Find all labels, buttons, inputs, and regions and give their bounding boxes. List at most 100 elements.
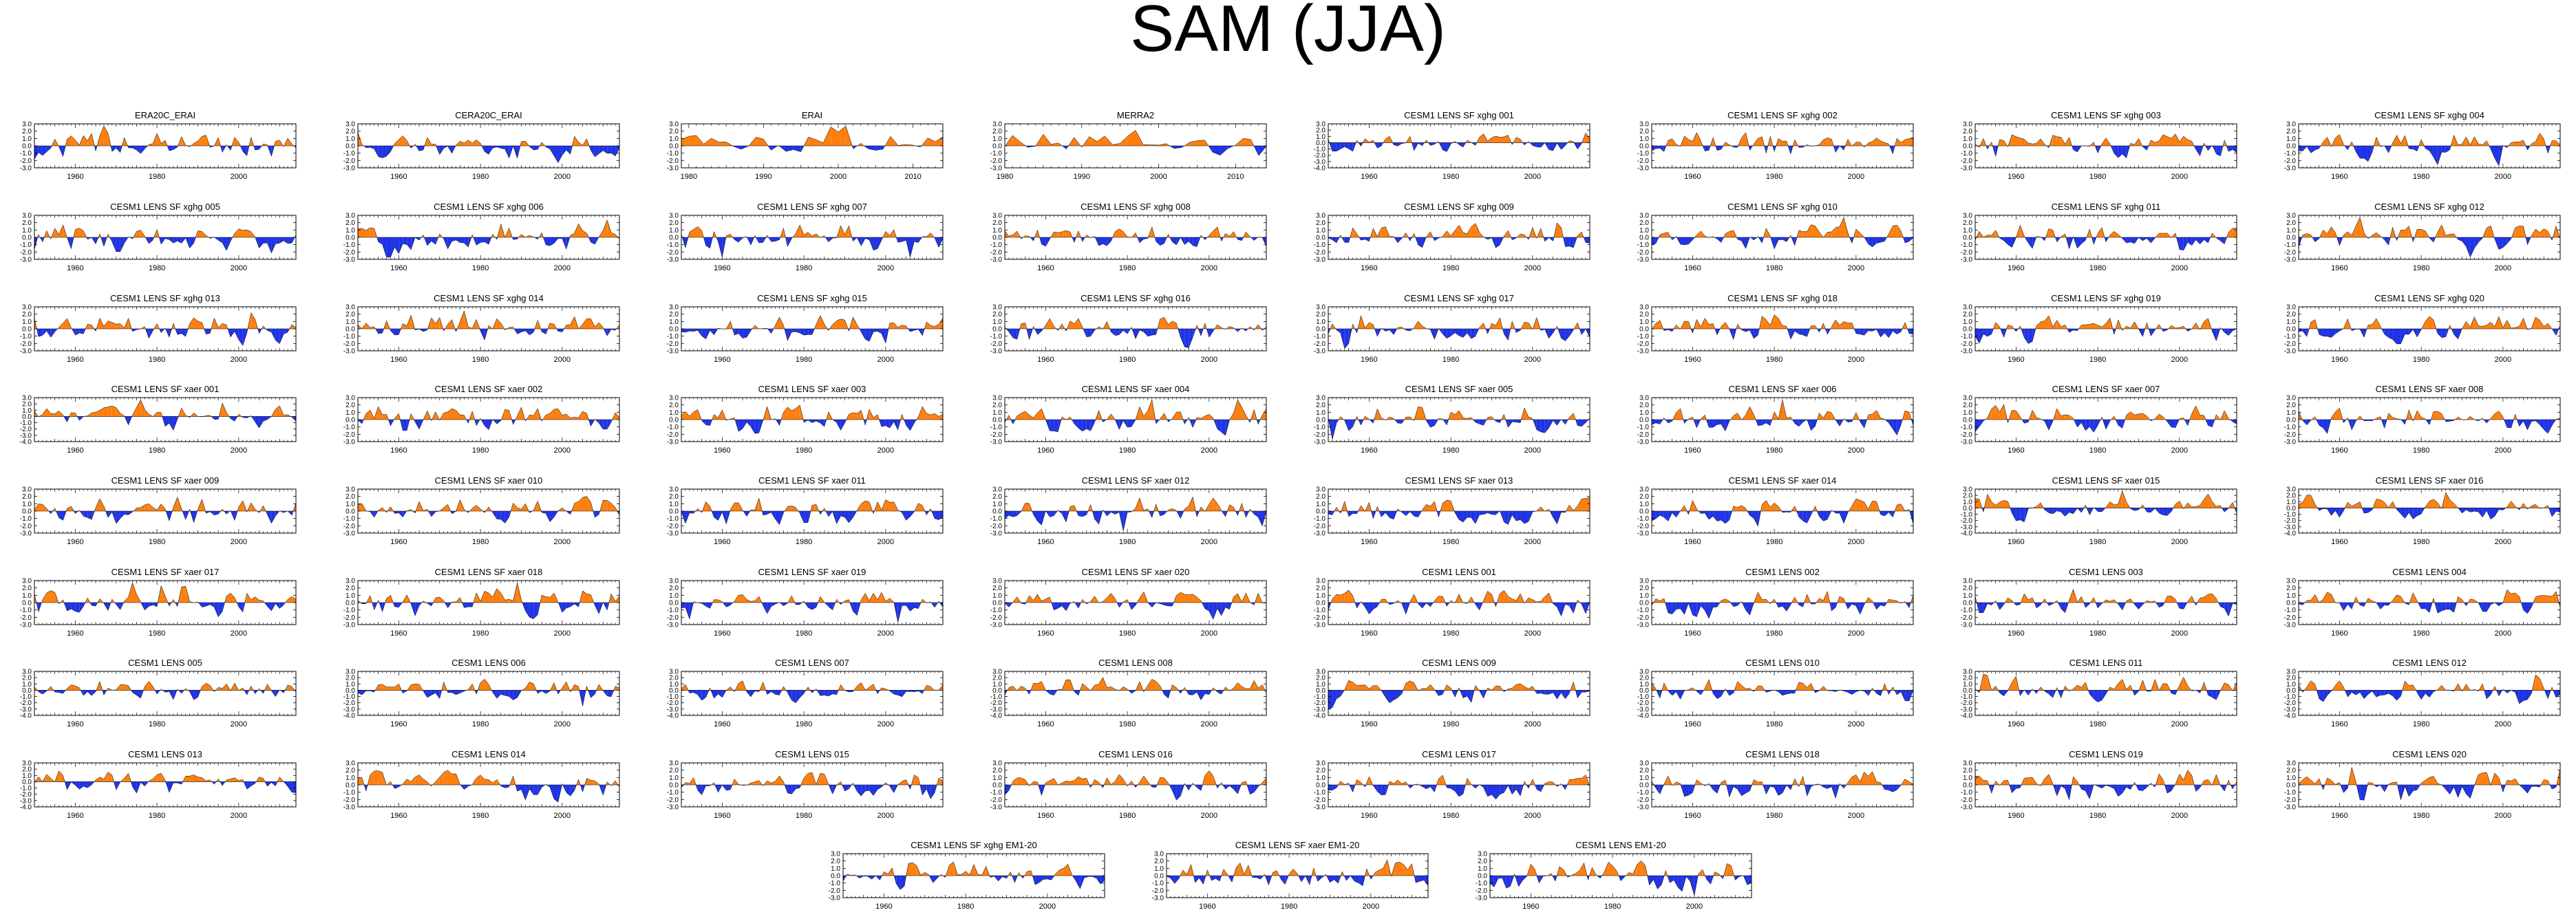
positive-area <box>1054 232 1058 237</box>
panel-title: CERA20C_ERAI <box>455 110 522 120</box>
negative-area <box>914 237 919 243</box>
positive-area <box>263 144 268 146</box>
negative-area <box>1139 237 1144 243</box>
positive-area <box>521 141 526 146</box>
negative-area <box>2408 146 2409 149</box>
y-tick-label: 0.0 <box>22 326 32 334</box>
positive-area <box>2302 233 2307 237</box>
negative-area <box>869 237 874 250</box>
chart-panel: CESM1 LENS SF xghg 013 3.0 2.0 1.0 0.0 -1.0 -2… <box>7 289 303 370</box>
positive-area <box>222 323 227 329</box>
chart-panel: CESM1 LENS SF xghg 009 3.0 2.0 1.0 0.0 -1.0 -2… <box>1301 197 1597 279</box>
positive-area <box>262 325 264 329</box>
y-tick-label: 2.0 <box>345 219 355 227</box>
negative-area <box>2367 237 2370 239</box>
positive-area <box>1793 140 1795 146</box>
positive-area <box>703 138 712 146</box>
positive-area <box>2171 233 2175 237</box>
positive-area <box>2544 228 2548 237</box>
negative-area <box>869 329 874 342</box>
negative-area <box>787 329 792 341</box>
positive-area <box>2421 229 2426 237</box>
y-tick-label: -1.0 <box>343 333 356 340</box>
negative-area <box>697 329 702 336</box>
chart-panel: CESM1 LENS SF xghg 004 3.0 2.0 1.0 0.0 -1.0 -2… <box>2271 106 2567 187</box>
y-tick-label: -1.0 <box>990 241 1003 249</box>
positive-area <box>582 230 587 237</box>
y-tick-label: -1.0 <box>20 150 32 158</box>
panel-title: CESM1 LENS SF xghg 003 <box>2051 110 2161 120</box>
negative-area <box>1512 142 1513 145</box>
chart-panel: CESM1 LENS SF xghg 012 3.0 2.0 1.0 0.0 -1.0 -2… <box>2271 197 2567 279</box>
positive-area <box>823 127 831 146</box>
positive-area <box>1909 137 1913 146</box>
positive-area <box>1356 233 1359 237</box>
positive-area <box>1127 130 1136 146</box>
negative-area <box>111 146 116 152</box>
negative-area <box>1443 142 1447 152</box>
positive-area <box>476 319 480 329</box>
positive-area <box>1405 136 1410 143</box>
positive-area <box>1243 138 1251 146</box>
positive-area <box>1086 235 1090 237</box>
negative-area <box>2413 146 2418 151</box>
negative-area <box>743 329 747 338</box>
positive-area <box>435 317 440 329</box>
negative-area <box>442 237 444 239</box>
chart-panel: CESM1 LENS SF xghg 007 3.0 2.0 1.0 0.0 -1.0 -2… <box>654 197 950 279</box>
positive-area <box>2540 133 2544 146</box>
y-tick-label: -3.0 <box>990 165 1003 173</box>
positive-area <box>178 136 182 146</box>
positive-area <box>689 229 694 237</box>
positive-area <box>718 142 727 146</box>
positive-area <box>572 136 575 146</box>
negative-area <box>1670 237 1672 240</box>
negative-area <box>495 237 497 240</box>
y-tick-label: 1.0 <box>345 136 355 143</box>
y-tick-label: 2.0 <box>669 128 679 136</box>
negative-area <box>42 329 47 336</box>
positive-area <box>1078 318 1083 329</box>
positive-area <box>2098 227 2103 237</box>
positive-area <box>403 323 407 329</box>
negative-area <box>2041 237 2045 241</box>
positive-area <box>578 224 583 237</box>
negative-area <box>1026 329 1030 340</box>
negative-area <box>2552 237 2553 241</box>
x-tick-label: 2000 <box>1848 173 1864 181</box>
negative-area <box>828 237 833 242</box>
positive-area <box>1533 317 1537 329</box>
negative-area <box>1553 237 1554 241</box>
positive-area <box>1062 230 1067 237</box>
panel-svg: CESM1 LENS SF xghg 010 3.02.01.00.0-1.0-2… <box>1637 202 1914 272</box>
negative-area <box>2551 237 2553 241</box>
x-tick-label: 1980 <box>681 173 697 181</box>
positive-area <box>693 226 698 237</box>
negative-area <box>365 146 370 148</box>
positive-area <box>816 315 820 329</box>
positive-area <box>2323 230 2328 237</box>
positive-area <box>153 133 158 146</box>
y-tick-label: 0.0 <box>1316 326 1326 334</box>
positive-area <box>812 233 816 237</box>
negative-area <box>566 146 571 155</box>
positive-area <box>1999 139 2004 146</box>
chart-panel: ERAI 3.0 2.0 1.0 0.0 -1.0 -2.0 -3.0 1980 1990 2000… <box>654 106 950 187</box>
negative-area <box>775 237 780 241</box>
positive-area <box>2024 236 2025 237</box>
negative-area <box>1876 237 1881 244</box>
positive-area <box>1540 228 1544 237</box>
negative-area <box>881 329 886 343</box>
negative-area <box>496 237 498 240</box>
positive-area <box>2032 143 2037 146</box>
series-line <box>1974 224 2237 251</box>
negative-area <box>382 146 387 158</box>
positive-area <box>2511 142 2515 146</box>
y-tick-label: -2.0 <box>343 340 356 348</box>
negative-area <box>2233 146 2237 153</box>
x-tick-label: 1980 <box>2413 264 2429 272</box>
negative-area <box>1733 146 1738 148</box>
positive-area <box>1107 321 1110 329</box>
positive-area <box>765 235 767 237</box>
positive-area <box>149 143 153 146</box>
